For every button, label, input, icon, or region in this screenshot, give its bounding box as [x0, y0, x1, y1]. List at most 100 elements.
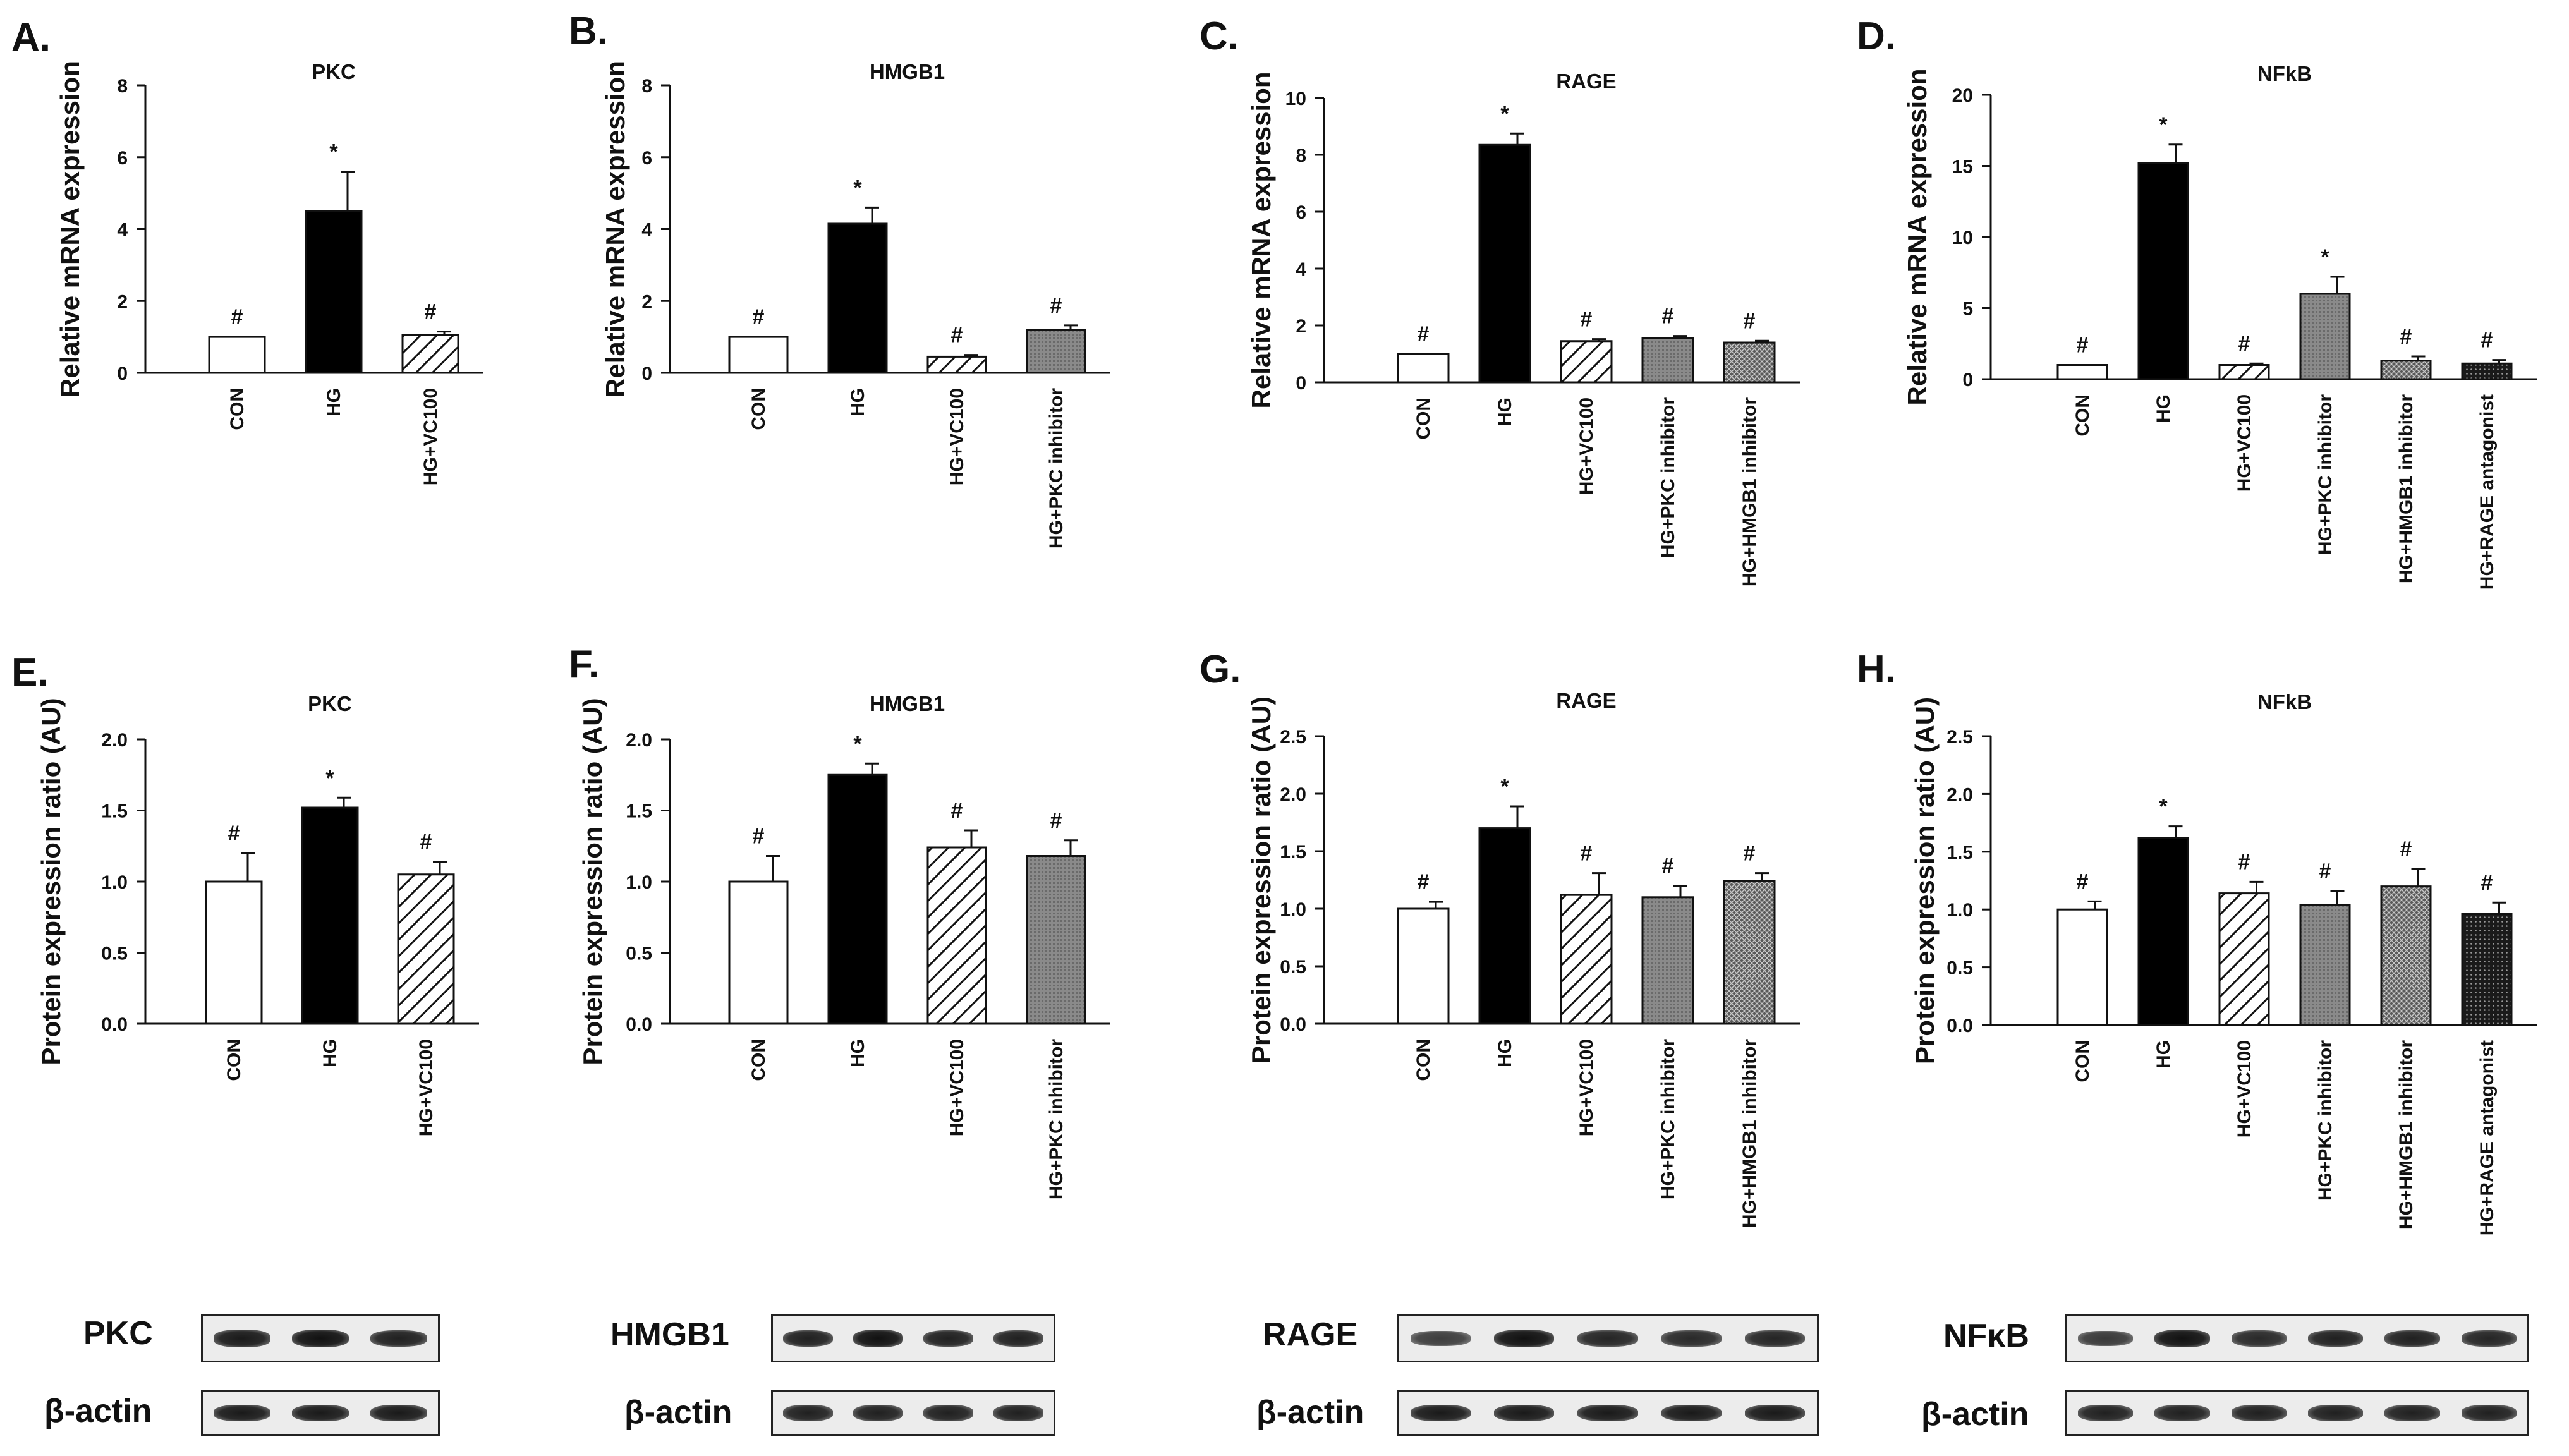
blot-band — [370, 1405, 427, 1421]
x-tick-label: CON — [224, 1039, 245, 1081]
blot-band — [214, 1405, 270, 1421]
y-tick-label: 1.5 — [1280, 842, 1306, 863]
bar — [2218, 892, 2270, 1026]
significance-marker: # — [2238, 850, 2250, 874]
significance-marker: # — [2481, 329, 2493, 353]
blot-loading-strip — [771, 1390, 1055, 1436]
x-tick-label: HG+HMGB1 inhibitor — [1739, 397, 1760, 586]
blot-loading-strip — [1397, 1390, 1819, 1436]
x-tick-label: HG+RAGE antagonist — [2477, 1040, 2498, 1235]
blot-loading-label: β-actin — [44, 1393, 152, 1429]
y-tick-label: 4 — [117, 220, 128, 241]
significance-marker: # — [1662, 854, 1674, 878]
bar — [1397, 907, 1450, 1025]
significance-marker: # — [1581, 308, 1593, 332]
y-tick-label: 6 — [1296, 202, 1306, 223]
panel-letter: D. — [1857, 15, 1896, 58]
significance-marker: # — [2400, 325, 2412, 349]
y-tick-label: 0.5 — [1946, 958, 1973, 979]
blot-band — [2307, 1330, 2364, 1347]
significance-marker: # — [231, 305, 243, 329]
bar — [1641, 337, 1694, 384]
bar — [1723, 880, 1776, 1025]
bar — [2137, 162, 2189, 380]
chart-svg: G. RAGE Protein expression ratio (AU) 0.0 0.… — [1199, 648, 1800, 1228]
y-tick-label: 0 — [117, 363, 128, 384]
significance-marker: # — [2400, 837, 2412, 861]
x-tick-label: CON — [2072, 394, 2093, 437]
blot-band — [923, 1330, 974, 1347]
x-tick-label: HG+PKC inhibitor — [2315, 394, 2336, 555]
y-tick-label: 8 — [1296, 145, 1306, 166]
y-tick-label: 2.0 — [101, 730, 128, 751]
blot-band — [1493, 1329, 1555, 1348]
y-tick-label: 1.0 — [1946, 900, 1973, 921]
x-tick-label: HG+HMGB1 inhibitor — [1739, 1039, 1760, 1228]
y-tick-label: 1.5 — [101, 801, 128, 822]
x-tick-label: HG+HMGB1 inhibitor — [2396, 1040, 2417, 1229]
blot-target-strip — [2065, 1314, 2529, 1362]
blot-pkc: PKC β-actin — [0, 1302, 556, 1453]
blot-band — [1410, 1331, 1471, 1346]
blot-band — [1493, 1405, 1555, 1421]
y-tick-label: 2 — [641, 291, 652, 312]
blot-target-strip — [1397, 1314, 1819, 1362]
y-tick-label: 0.5 — [1280, 957, 1306, 978]
panel-h: H. NFkB Protein expression ratio (AU) 0.0 0.… — [1845, 632, 2569, 1264]
x-tick-label: HG — [324, 388, 344, 416]
bar — [1560, 894, 1613, 1025]
blot-band — [2461, 1330, 2517, 1347]
y-tick-label: 8 — [641, 76, 652, 97]
y-axis-label: Protein expression ratio (AU) — [1910, 697, 1940, 1064]
blot-band — [1661, 1330, 1722, 1347]
bar — [1641, 896, 1694, 1025]
bar — [1478, 143, 1531, 384]
bar — [301, 806, 359, 1025]
y-tick-label: 0.0 — [101, 1014, 128, 1035]
y-axis-label: Protein expression ratio (AU) — [36, 698, 66, 1065]
bar — [728, 880, 789, 1025]
y-tick-label: 10 — [1285, 88, 1306, 109]
panel-c: C. RAGE Relative mRNA expression 0 2 4 6 8 10 # CO… — [1188, 0, 1845, 632]
bar — [397, 873, 455, 1025]
x-tick-label: CON — [227, 388, 248, 430]
panel-letter: E. — [11, 651, 49, 695]
blot-band — [782, 1330, 834, 1347]
blot-band — [2384, 1405, 2440, 1421]
y-tick-label: 2.5 — [1280, 727, 1306, 748]
significance-marker: # — [1581, 842, 1593, 866]
x-tick-label: CON — [748, 1039, 769, 1081]
significance-marker: # — [2077, 334, 2089, 358]
y-axis-label: Relative mRNA expression — [1246, 72, 1276, 409]
significance-marker: # — [2077, 870, 2089, 894]
x-tick-label: HG+HMGB1 inhibitor — [2396, 394, 2417, 583]
x-tick-label: HG+VC100 — [1576, 397, 1597, 495]
chart-title: NFkB — [2257, 62, 2312, 85]
chart-title: HMGB1 — [870, 692, 945, 715]
significance-marker: # — [2481, 871, 2493, 895]
bar — [1560, 340, 1613, 384]
bar — [2299, 904, 2351, 1026]
y-axis-label: Relative mRNA expression — [55, 61, 85, 397]
blot-band — [292, 1405, 349, 1421]
blot-band — [1745, 1330, 1806, 1347]
significance-marker: * — [329, 140, 338, 164]
y-tick-label: 1.0 — [101, 872, 128, 893]
blot-band — [2231, 1330, 2287, 1347]
significance-marker: # — [1418, 870, 1430, 894]
y-tick-label: 2.0 — [626, 730, 652, 751]
chart-svg: A. PKC Relative mRNA expression 0 2 4 6 8 # CON * H… — [11, 16, 483, 485]
y-tick-label: 4 — [641, 220, 652, 241]
x-tick-label: HG+PKC inhibitor — [1046, 1039, 1067, 1199]
x-tick-label: HG+PKC inhibitor — [2315, 1040, 2336, 1201]
chart-title: HMGB1 — [870, 60, 945, 83]
bar — [2137, 837, 2189, 1026]
y-tick-label: 0.0 — [626, 1014, 652, 1035]
blot-hmgb1: HMGB1 β-actin — [556, 1302, 1188, 1453]
y-tick-label: 1.0 — [1280, 899, 1306, 920]
y-tick-label: 0 — [1962, 370, 1973, 391]
bar — [2056, 364, 2108, 380]
significance-marker: # — [951, 799, 963, 823]
y-tick-label: 15 — [1952, 157, 1973, 178]
y-tick-label: 0 — [1296, 373, 1306, 394]
